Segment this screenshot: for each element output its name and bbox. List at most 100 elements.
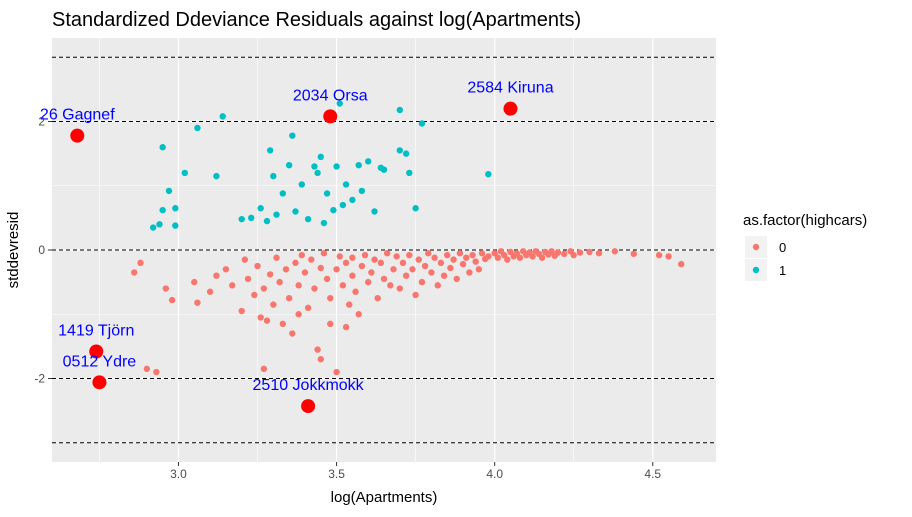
data-point-0	[377, 259, 385, 267]
data-point-1	[292, 208, 299, 215]
data-point-1	[339, 201, 347, 209]
legend: as.factor(highcars) 0 1	[743, 212, 867, 281]
data-point-0	[611, 248, 619, 255]
data-point-0	[349, 272, 356, 279]
data-point-1	[320, 219, 328, 227]
data-point-1	[213, 172, 220, 180]
data-point-0	[380, 275, 388, 283]
data-point-0	[630, 250, 637, 258]
data-point-0	[665, 253, 672, 260]
data-point-0	[576, 249, 584, 256]
data-point-0	[333, 266, 340, 273]
data-point-0	[270, 301, 277, 308]
data-point-1	[355, 162, 362, 169]
data-point-0	[586, 248, 593, 256]
data-point-1	[172, 222, 179, 229]
data-point-0	[153, 368, 160, 376]
data-point-1	[314, 169, 321, 177]
data-point-0	[399, 259, 407, 267]
data-point-1	[358, 187, 366, 195]
data-point-0	[282, 266, 290, 273]
data-point-1	[159, 144, 166, 151]
data-point-0	[289, 330, 296, 337]
data-point-0	[257, 314, 264, 321]
data-point-0	[561, 250, 568, 258]
chart-title: Standardized Ddeviance Residuals against…	[52, 9, 581, 31]
highlighted-point	[92, 375, 107, 390]
data-point-0	[238, 307, 245, 315]
data-point-1	[165, 187, 173, 195]
data-point-1	[371, 208, 378, 215]
point-label: 26 Gagnef	[40, 107, 115, 124]
legend-key-0	[752, 243, 760, 251]
data-point-0	[494, 254, 502, 261]
data-point-0	[143, 365, 151, 373]
data-point-0	[548, 248, 555, 255]
highlighted-point	[503, 101, 518, 116]
data-point-0	[431, 254, 438, 261]
data-point-0	[463, 254, 470, 261]
y-tick-label: 2	[38, 115, 45, 129]
data-point-1	[248, 214, 255, 222]
data-point-0	[491, 250, 498, 257]
data-point-1	[273, 211, 280, 218]
data-point-0	[450, 256, 457, 263]
data-point-0	[361, 251, 369, 259]
reference-lines	[52, 56, 716, 444]
data-point-0	[301, 269, 309, 276]
x-tick-label: 4.0	[486, 467, 503, 481]
highlighted-point	[70, 128, 85, 143]
data-point-0	[538, 254, 546, 261]
data-point-1	[485, 170, 492, 178]
data-point-0	[500, 251, 508, 259]
x-tick-label: 3.0	[170, 467, 187, 481]
y-tick-label: 0	[38, 243, 45, 257]
data-point-0	[339, 282, 347, 289]
data-point-0	[415, 256, 422, 263]
data-point-0	[393, 253, 400, 260]
data-point-1	[266, 147, 274, 154]
legend-key-1	[752, 266, 760, 274]
data-point-1	[402, 150, 410, 157]
data-point-0	[504, 256, 511, 263]
data-point-1	[330, 206, 337, 214]
data-point-0	[266, 271, 274, 278]
data-point-0	[368, 269, 375, 276]
data-point-0	[409, 266, 416, 273]
data-point-1	[156, 221, 163, 228]
data-point-0	[447, 264, 454, 272]
data-point-0	[374, 294, 381, 302]
data-point-1	[418, 120, 426, 127]
data-point-0	[485, 253, 492, 260]
data-point-0	[570, 251, 577, 259]
data-point-1	[257, 205, 264, 212]
data-point-1	[396, 106, 404, 114]
data-point-0	[213, 272, 220, 279]
data-point-0	[327, 294, 334, 302]
highlighted-point	[89, 344, 104, 359]
data-point-0	[276, 278, 283, 286]
data-point-0	[295, 311, 302, 318]
data-point-0	[251, 291, 258, 299]
data-point-0	[475, 266, 483, 273]
data-point-1	[279, 190, 287, 197]
data-point-0	[456, 250, 464, 257]
data-point-1	[364, 158, 372, 165]
data-point-0	[162, 285, 170, 292]
data-point-0	[444, 251, 451, 259]
data-point-1	[311, 163, 318, 170]
data-point-1	[298, 181, 305, 188]
data-point-1	[289, 132, 296, 139]
data-point-0	[412, 291, 419, 299]
y-tick-label: -2	[34, 371, 45, 385]
data-point-1	[159, 206, 166, 214]
data-point-0	[244, 275, 252, 283]
y-axis-ticks: -2 0 2	[34, 115, 52, 385]
data-point-1	[349, 196, 356, 204]
data-point-0	[137, 259, 144, 267]
data-point-1	[317, 153, 324, 161]
data-point-0	[327, 320, 334, 328]
data-point-1	[172, 205, 179, 212]
data-point-0	[333, 368, 340, 376]
data-point-0	[222, 266, 230, 273]
